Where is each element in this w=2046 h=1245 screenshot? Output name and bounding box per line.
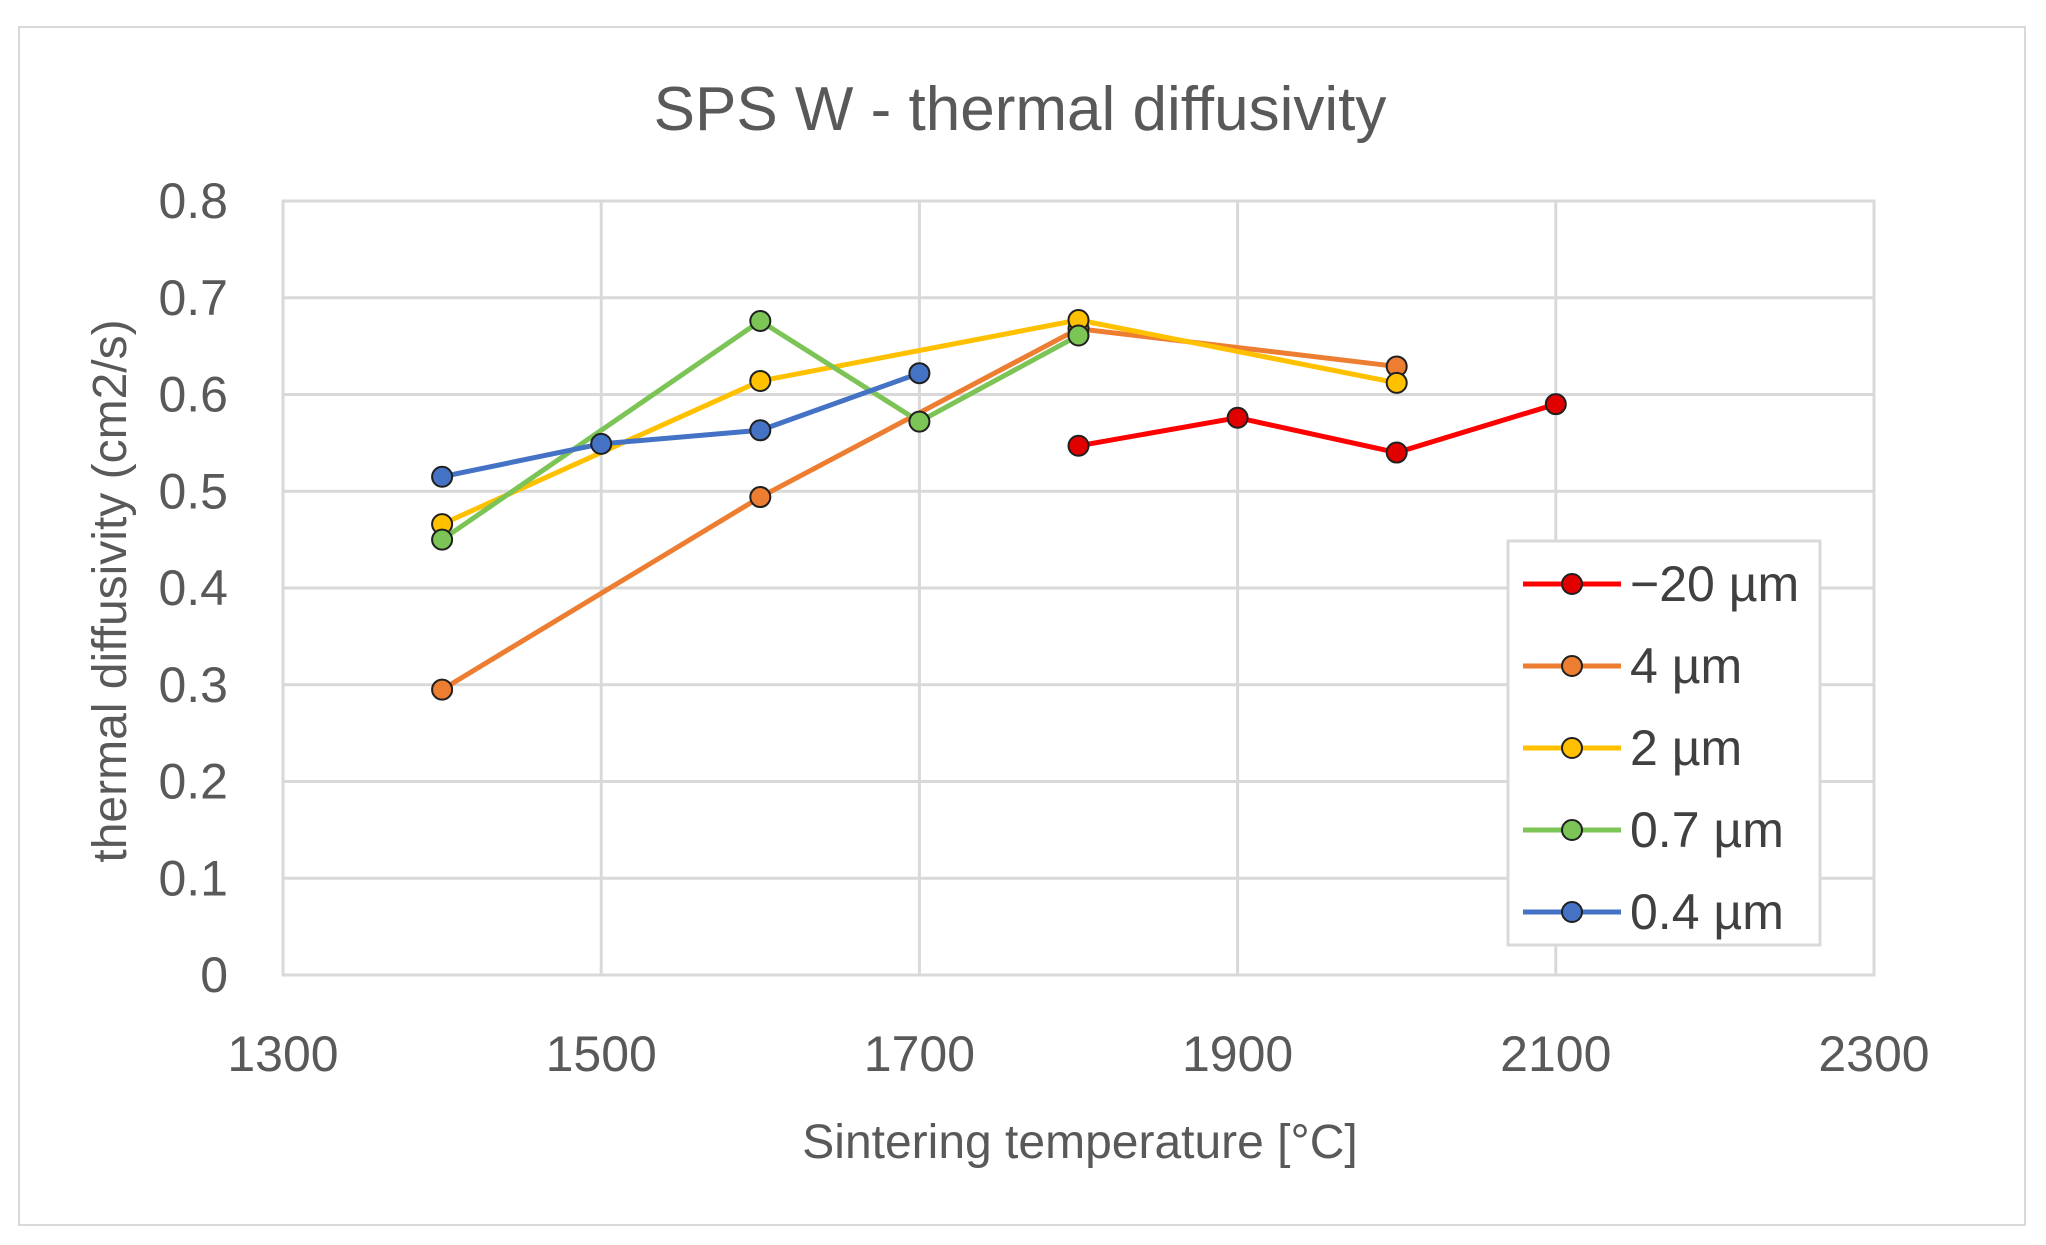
- legend: −20 µm 4 µm 2 µm 0.7 µm 0.4 µm: [1506, 539, 1822, 947]
- legend-label: 0.7 µm: [1630, 802, 1784, 858]
- data-point: [1067, 434, 1090, 457]
- y-tick-label: 0.2: [158, 754, 228, 810]
- legend-item: −20 µm: [1523, 556, 1799, 612]
- y-tick-label: 0.3: [158, 657, 228, 713]
- data-point: [749, 309, 772, 332]
- series-line: [441, 370, 921, 480]
- legend-swatch-marker: [1561, 737, 1583, 759]
- x-tick-label: 1900: [1182, 1026, 1293, 1082]
- plot-area-border: [281, 199, 1876, 977]
- data-point: [749, 419, 772, 442]
- x-tick-label: 2100: [1500, 1026, 1611, 1082]
- y-tick-label: 0.1: [158, 850, 228, 906]
- y-tick-label: 0: [200, 947, 228, 1003]
- data-point: [431, 528, 454, 551]
- legend-swatch-marker: [1561, 901, 1583, 923]
- series-3: [431, 309, 1090, 551]
- data-point: [749, 486, 772, 509]
- legend-label: 0.4 µm: [1630, 884, 1784, 940]
- x-axis-ticks: 1300 1500 1700 1900 2100 2300: [227, 1026, 1929, 1082]
- series-line: [440, 318, 1080, 542]
- legend-item: 0.7 µm: [1523, 802, 1784, 858]
- data-point: [431, 678, 454, 701]
- data-point: [1385, 371, 1408, 394]
- legend-box: [1506, 539, 1822, 947]
- y-axis-label: thermal diffusivity (cm2/s): [84, 319, 137, 862]
- x-tick-label: 1700: [864, 1026, 975, 1082]
- legend-item: 0.4 µm: [1523, 884, 1784, 940]
- data-point: [908, 362, 931, 385]
- data-point: [1226, 406, 1249, 429]
- data-point: [590, 432, 613, 455]
- series-0: [1067, 393, 1567, 464]
- legend-label: −20 µm: [1630, 556, 1799, 612]
- plot-area-frame: [281, 199, 1876, 977]
- data-point: [1544, 393, 1567, 416]
- series-4: [431, 362, 931, 488]
- legend-label: 4 µm: [1630, 638, 1742, 694]
- legend-swatch-marker: [1561, 819, 1583, 841]
- legend-item: 2 µm: [1523, 720, 1742, 776]
- legend-swatch-marker: [1561, 573, 1583, 595]
- data-point: [1385, 441, 1408, 464]
- x-tick-label: 1300: [227, 1026, 338, 1082]
- series-group: [431, 309, 1567, 701]
- legend-swatch-marker: [1561, 655, 1583, 677]
- legend-item: 4 µm: [1523, 638, 1742, 694]
- x-axis-label: Sintering temperature [°C]: [802, 1116, 1357, 1169]
- data-point: [431, 465, 454, 488]
- y-tick-label: 0.5: [158, 463, 228, 519]
- y-axis-ticks: 0 0.1 0.2 0.3 0.4 0.5 0.6 0.7 0.8: [158, 173, 228, 1003]
- data-point: [908, 410, 931, 433]
- series-line: [1078, 401, 1557, 456]
- data-point: [1067, 324, 1090, 347]
- x-tick-label: 2300: [1818, 1026, 1929, 1082]
- data-point: [749, 369, 772, 392]
- chart-title: SPS W - thermal diffusivity: [654, 75, 1387, 144]
- y-tick-label: 0.7: [158, 270, 228, 326]
- y-tick-label: 0.4: [158, 560, 228, 616]
- y-tick-label: 0.8: [158, 173, 228, 229]
- legend-label: 2 µm: [1630, 720, 1742, 776]
- x-tick-label: 1500: [546, 1026, 657, 1082]
- y-tick-label: 0.6: [158, 367, 228, 423]
